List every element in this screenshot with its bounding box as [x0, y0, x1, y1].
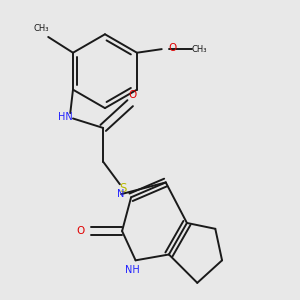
- Text: NH: NH: [124, 265, 140, 275]
- Text: CH₃: CH₃: [34, 24, 49, 33]
- Text: O: O: [128, 90, 136, 100]
- Text: S: S: [120, 182, 127, 195]
- Text: CH₃: CH₃: [192, 45, 207, 54]
- Text: O: O: [76, 226, 85, 236]
- Text: HN: HN: [58, 112, 72, 122]
- Text: O: O: [169, 43, 177, 53]
- Text: N: N: [118, 189, 125, 199]
